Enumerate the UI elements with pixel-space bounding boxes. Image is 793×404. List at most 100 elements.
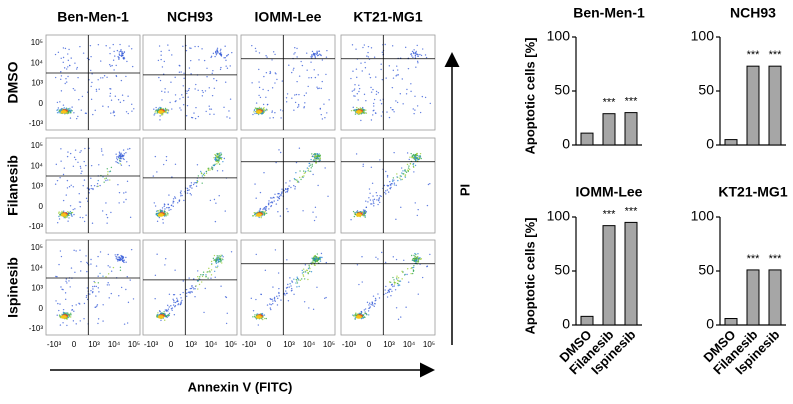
- flow-x-tick-label: 0: [267, 340, 272, 349]
- event-dot: [289, 180, 291, 182]
- event-dot: [294, 188, 296, 190]
- event-dot: [118, 256, 120, 258]
- event-dot: [195, 83, 197, 86]
- event-dot: [312, 155, 314, 158]
- event-dot: [429, 253, 431, 256]
- event-dot: [122, 52, 125, 55]
- flow-x-tick-label: 10³: [88, 340, 100, 349]
- event-dot: [362, 209, 365, 211]
- event-dot: [251, 44, 253, 47]
- event-dot: [67, 220, 69, 222]
- event-dot: [273, 200, 275, 202]
- event-dot: [62, 61, 64, 64]
- density-core: [355, 315, 362, 319]
- event-dot: [170, 81, 172, 83]
- event-dot: [362, 163, 365, 166]
- event-dot: [182, 280, 184, 282]
- event-dot: [160, 312, 163, 315]
- event-dot: [301, 64, 304, 67]
- event-dot: [99, 272, 101, 275]
- bar: [724, 139, 738, 146]
- event-dot: [191, 291, 193, 293]
- event-dot: [311, 153, 313, 155]
- event-dot: [54, 76, 57, 79]
- event-dot: [386, 291, 389, 294]
- event-dot: [419, 111, 422, 114]
- event-dot: [213, 78, 215, 80]
- event-dot: [215, 157, 217, 159]
- event-dot: [71, 211, 74, 214]
- event-dot: [73, 249, 75, 252]
- event-dot: [78, 302, 80, 305]
- event-dot: [66, 318, 68, 320]
- event-dot: [353, 110, 355, 112]
- event-dot: [393, 179, 395, 181]
- event-dot: [321, 118, 324, 120]
- event-dot: [181, 194, 183, 197]
- event-dot: [165, 315, 168, 318]
- event-dot: [314, 55, 316, 58]
- event-dot: [201, 182, 203, 184]
- event-dot: [119, 269, 122, 271]
- event-dot: [197, 45, 200, 48]
- event-dot: [421, 276, 424, 279]
- event-dot: [377, 199, 380, 202]
- event-dot: [179, 293, 182, 296]
- event-dot: [302, 176, 304, 179]
- event-dot: [286, 93, 289, 95]
- event-dot: [293, 278, 295, 280]
- event-dot: [215, 262, 218, 265]
- event-dot: [393, 279, 395, 281]
- event-dot: [229, 117, 231, 119]
- event-dot: [187, 89, 190, 92]
- event-dot: [119, 101, 122, 104]
- event-dot: [70, 184, 72, 186]
- event-dot: [217, 51, 219, 54]
- event-dot: [266, 56, 268, 58]
- y-axis-label: Apoptotic cells [%]: [522, 37, 537, 154]
- event-dot: [58, 112, 60, 114]
- event-dot: [154, 112, 156, 115]
- event-dot: [271, 298, 273, 301]
- event-dot: [350, 218, 352, 221]
- event-dot: [186, 295, 188, 298]
- event-dot: [131, 65, 134, 68]
- event-dot: [355, 211, 358, 213]
- event-dot: [185, 49, 188, 52]
- event-dot: [416, 257, 419, 259]
- event-dot: [393, 283, 396, 285]
- event-dot: [293, 109, 295, 111]
- event-dot: [352, 210, 355, 213]
- event-dot: [220, 152, 222, 154]
- event-dot: [172, 298, 174, 301]
- event-dot: [385, 77, 387, 79]
- event-dot: [69, 152, 72, 155]
- event-dot: [415, 253, 417, 256]
- event-dot: [178, 200, 181, 203]
- event-dot: [159, 312, 162, 315]
- event-dot: [401, 278, 403, 280]
- event-dot: [77, 76, 79, 79]
- event-dot: [101, 210, 104, 212]
- event-dot: [59, 213, 61, 216]
- event-dot: [307, 168, 310, 170]
- density-plot: [45, 34, 141, 131]
- event-dot: [413, 171, 415, 173]
- event-dot: [417, 62, 419, 64]
- event-dot: [395, 75, 397, 77]
- event-dot: [306, 269, 309, 272]
- event-dot: [400, 316, 402, 318]
- event-dot: [177, 300, 179, 302]
- event-dot: [110, 166, 113, 169]
- event-dot: [108, 297, 110, 299]
- event-dot: [59, 315, 61, 317]
- event-dot: [285, 97, 288, 99]
- event-dot: [310, 61, 312, 63]
- event-dot: [354, 211, 356, 214]
- flow-y-tick-label: -10³: [29, 119, 44, 128]
- event-dot: [221, 258, 224, 260]
- flow-x-tick-label: 10⁴: [205, 340, 218, 349]
- event-dot: [160, 319, 162, 322]
- event-dot: [104, 178, 106, 180]
- event-dot: [85, 294, 88, 297]
